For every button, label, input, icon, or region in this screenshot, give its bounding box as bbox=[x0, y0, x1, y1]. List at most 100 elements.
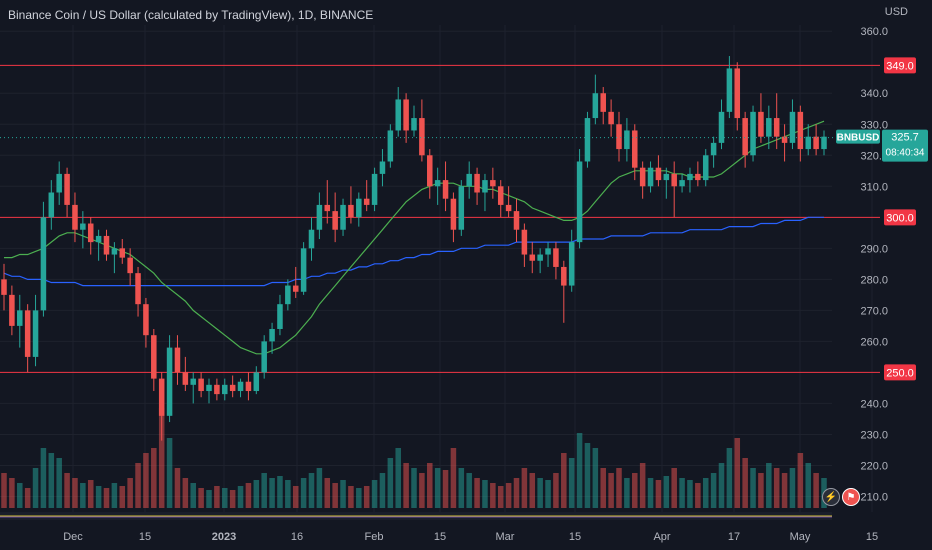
candle bbox=[17, 294, 23, 348]
candle bbox=[679, 173, 685, 193]
us-flag-icon[interactable]: ⚑ bbox=[842, 488, 860, 506]
candle bbox=[505, 186, 512, 218]
candle-body bbox=[458, 186, 465, 230]
candle bbox=[568, 229, 575, 292]
candle-body bbox=[9, 294, 15, 326]
volume-bar bbox=[710, 473, 717, 508]
candle bbox=[379, 149, 386, 187]
volume-bar bbox=[316, 468, 323, 508]
candle bbox=[553, 242, 559, 280]
price-tag bbox=[882, 129, 928, 162]
candle-body bbox=[190, 378, 196, 385]
candle-body bbox=[206, 384, 212, 392]
candle bbox=[600, 87, 606, 125]
candle bbox=[206, 378, 212, 404]
candle-body bbox=[513, 211, 520, 230]
volume-bar bbox=[403, 463, 409, 508]
volume-bar bbox=[608, 473, 614, 508]
candle bbox=[340, 198, 346, 236]
candle bbox=[726, 56, 733, 119]
candle-body bbox=[521, 229, 528, 255]
candle-body bbox=[821, 136, 827, 150]
candle-body bbox=[72, 204, 78, 230]
candle-body bbox=[805, 136, 811, 150]
candle-body bbox=[419, 118, 425, 156]
candle bbox=[245, 372, 252, 401]
candle bbox=[135, 266, 141, 317]
time-axis[interactable]: Dec 15 2023 16 Feb 15 Mar 15 Apr 17 May 15 bbox=[63, 531, 878, 543]
candle-body bbox=[1, 279, 7, 295]
x-tick-label: Mar bbox=[496, 531, 515, 543]
candle bbox=[403, 93, 409, 143]
candle bbox=[442, 161, 449, 212]
level-tag bbox=[884, 57, 916, 74]
level-label: 250.0 bbox=[886, 367, 914, 379]
candle bbox=[710, 136, 717, 168]
volume-bar bbox=[292, 486, 299, 508]
candle-body bbox=[324, 204, 331, 212]
volume-bar bbox=[529, 473, 536, 508]
volume-bar bbox=[545, 480, 551, 508]
grid bbox=[0, 25, 873, 512]
candle bbox=[198, 372, 204, 398]
volume-bar bbox=[718, 463, 725, 508]
candle bbox=[758, 93, 764, 143]
candle-body bbox=[411, 118, 417, 131]
horizontal-levels[interactable]: 349.0 300.0 250.0 bbox=[0, 57, 916, 381]
x-tick-label: 17 bbox=[728, 531, 740, 543]
volume-bar bbox=[490, 483, 496, 508]
candle-body bbox=[647, 167, 654, 187]
volume-bar bbox=[229, 490, 236, 508]
candle-body bbox=[308, 229, 315, 249]
volume-bar bbox=[726, 448, 733, 508]
candle-body bbox=[505, 204, 512, 212]
candle bbox=[277, 294, 283, 336]
volume-bar bbox=[663, 476, 670, 508]
y-tick-label: 210.0 bbox=[860, 491, 888, 503]
volume-bar bbox=[576, 433, 583, 508]
candle-body bbox=[80, 223, 86, 230]
candle bbox=[253, 366, 260, 395]
volume-bar bbox=[356, 488, 362, 508]
volume-bar bbox=[300, 478, 307, 508]
current-price-tag: BNBUSD 325.7 08:40:34 bbox=[0, 129, 928, 162]
volume-bar bbox=[513, 478, 520, 508]
lightning-icon[interactable]: ⚡ bbox=[822, 488, 840, 506]
candle-body bbox=[245, 381, 252, 392]
candle-body bbox=[182, 372, 189, 385]
level-tag bbox=[884, 364, 916, 381]
candle bbox=[72, 192, 78, 243]
candle bbox=[87, 217, 94, 255]
candle bbox=[332, 192, 338, 243]
volume-bar bbox=[143, 453, 149, 508]
candle-body bbox=[174, 347, 181, 373]
candle bbox=[324, 180, 331, 224]
volume-bar bbox=[600, 468, 606, 508]
x-tick-label: 15 bbox=[866, 531, 878, 543]
candle bbox=[521, 223, 528, 267]
volume-bar bbox=[742, 458, 748, 508]
candle bbox=[300, 242, 307, 295]
candle bbox=[695, 161, 701, 187]
volume-bar bbox=[64, 473, 70, 508]
candle-body bbox=[403, 99, 409, 131]
price-axis[interactable]: 360.0 340.0 330.0 320.0 310.0 290.0 280.0 270.0… bbox=[860, 26, 888, 503]
volume-bar bbox=[482, 480, 488, 508]
volume-bar bbox=[624, 478, 630, 508]
candle bbox=[48, 180, 55, 230]
volume-bar bbox=[87, 480, 94, 508]
volume-bar bbox=[639, 463, 646, 508]
candle-body bbox=[537, 254, 543, 261]
volume-bar bbox=[182, 478, 189, 508]
candle-body bbox=[474, 173, 480, 193]
currency-label: USD bbox=[884, 6, 908, 18]
y-tick-label: 320.0 bbox=[860, 150, 888, 162]
candle-body bbox=[616, 124, 622, 150]
volume-bar bbox=[466, 473, 472, 508]
volume-bar bbox=[561, 453, 567, 508]
candle bbox=[143, 297, 149, 348]
candle-body bbox=[64, 173, 70, 205]
volume-bar bbox=[9, 478, 15, 508]
volume-bar bbox=[285, 480, 291, 508]
